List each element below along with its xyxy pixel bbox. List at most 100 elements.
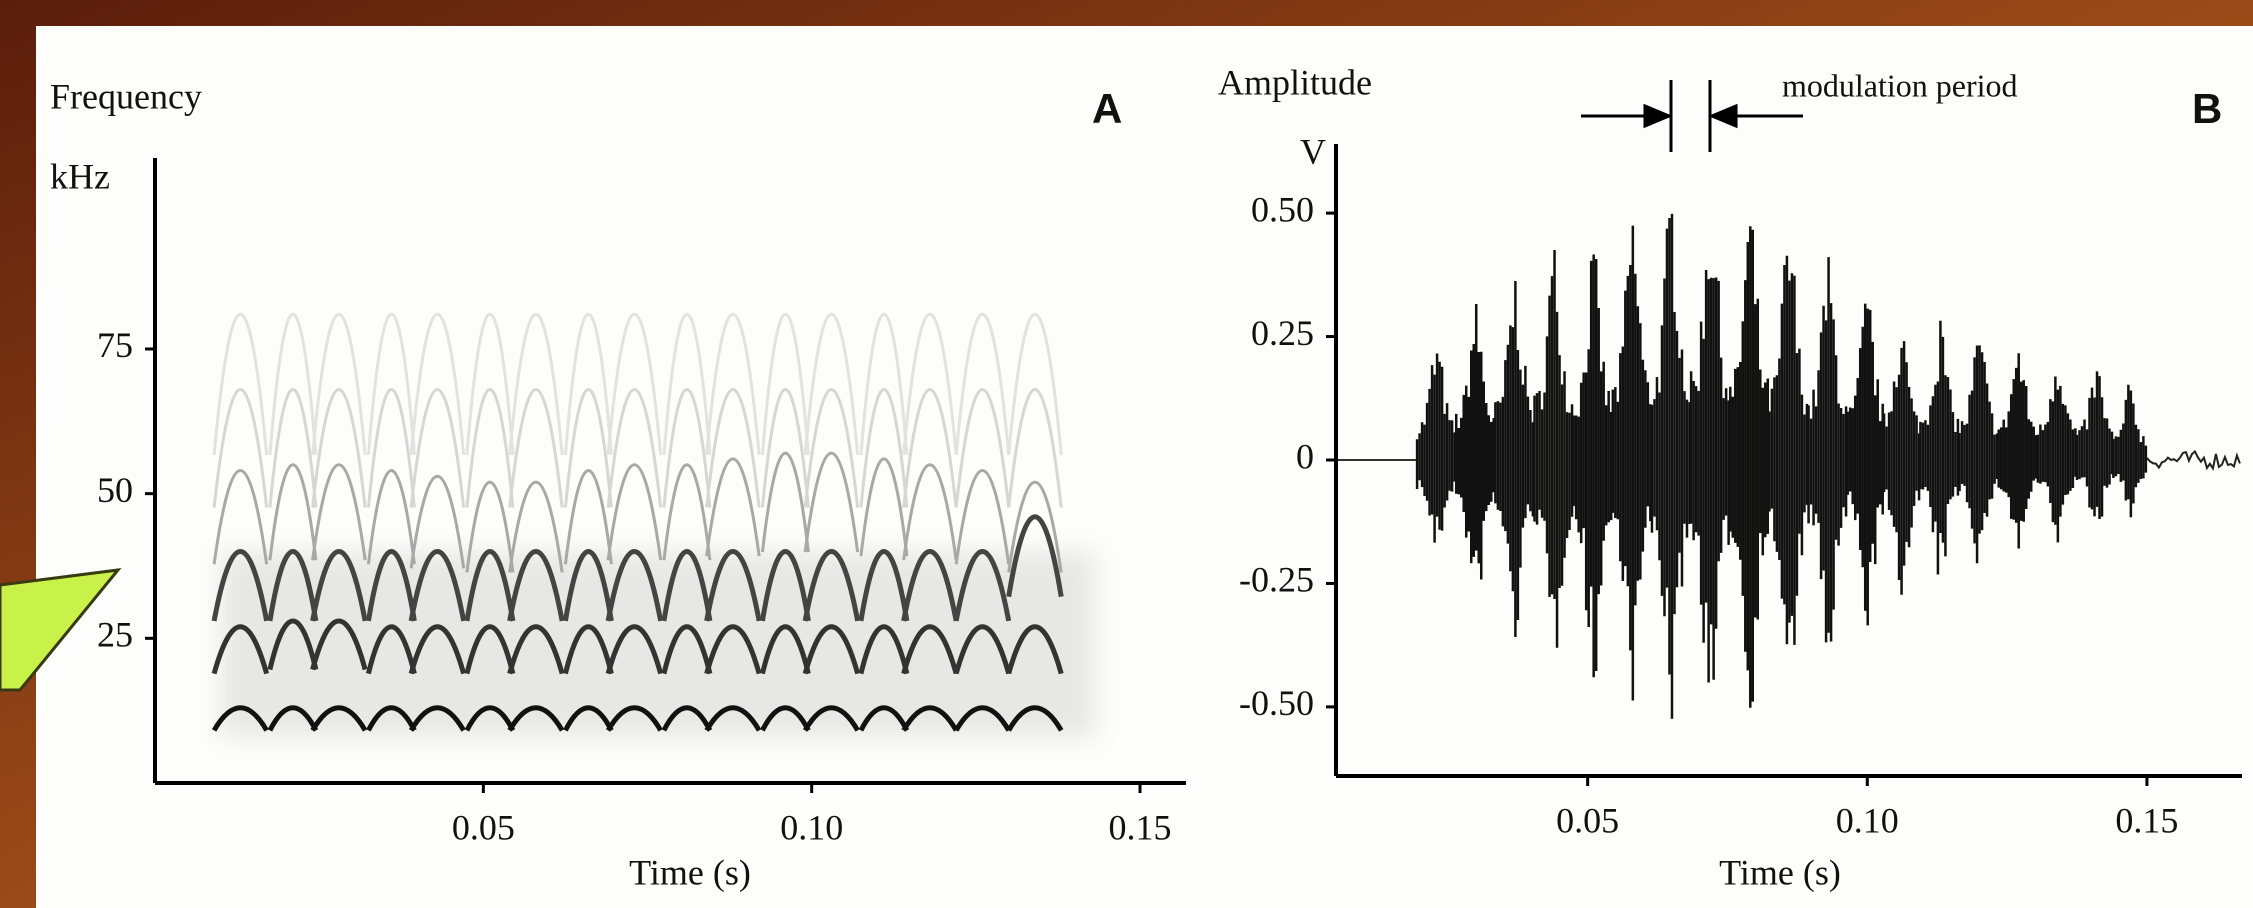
harmonic-arch [310,618,368,671]
pointer-arrow [0,568,122,692]
harmonic-arch [311,463,367,561]
harmonic-arch [366,312,416,455]
x-tick-label: 0.15 [1109,807,1172,847]
harmonic-arch [661,549,713,622]
y-axis-label: Amplitude [1218,62,1372,102]
harmonic-arch [562,549,614,622]
harmonic-arch [859,312,909,455]
harmonic-arch [902,463,958,561]
harmonic-arch [563,388,613,508]
y-axis-unit: kHz [50,156,110,196]
harmonic-arch [859,388,909,508]
harmonic-arch [507,705,565,732]
harmonic-arch [901,624,959,675]
harmonic-arch [858,705,910,732]
harmonic-arch [759,549,811,622]
harmonic-arch [953,624,1012,675]
annotation: modulation period [1782,67,2018,103]
harmonic-arch [408,624,467,675]
harmonic-arch [465,388,515,508]
harmonic-arch [465,312,515,455]
harmonic-arch [409,475,466,569]
harmonic-arch [1007,480,1063,573]
harmonic-arch [662,388,712,508]
harmonic-arch [705,312,761,456]
harmonic-arch [366,469,416,565]
harmonic-arch [662,463,712,561]
harmonic-arch [1007,388,1063,508]
harmonic-arch [508,480,564,573]
harmonic-arch [662,312,712,455]
y-tick-label: 50 [97,470,133,510]
panel-label: A [1092,85,1122,132]
harmonic-arch [858,549,910,622]
harmonic-arch [464,705,516,732]
harmonic-arch [605,705,663,732]
harmonic-arch [954,388,1011,508]
harmonic-arch [464,624,516,675]
harmonic-arch [211,705,269,732]
harmonic-arch [268,463,318,561]
harmonic-arch [1007,312,1063,456]
harmonic-arch [310,705,368,732]
harmonic-arch [311,312,367,456]
harmonic-arch [803,312,860,456]
harmonic-arch [902,312,958,456]
harmonic-arch [802,549,861,622]
harmonic-arch [704,705,762,732]
pulse [1572,254,1613,678]
harmonic-arch [409,388,466,508]
harmonic-arch [901,549,959,622]
harmonic-arch [268,388,318,508]
harmonic-arch [704,624,762,675]
harmonic-arch [508,388,564,508]
harmonic-arch [760,388,810,508]
harmonic-arch [507,624,565,675]
harmonic-arch [563,469,613,565]
pulse [1997,353,2038,549]
harmonic-arch [661,624,713,675]
pulse [1611,225,1652,701]
harmonic-arch [212,388,269,508]
harmonic-arch [760,624,811,675]
harmonic-arch [563,312,613,455]
harmonic-arch [212,469,269,565]
harmonic-arch [212,312,269,456]
harmonic-arch [1006,705,1064,732]
pulse [1454,303,1495,580]
harmonic-arch [954,312,1011,456]
harmonic-arch [408,705,466,732]
harmonic-arch [1006,514,1064,598]
harmonic-arch [760,312,810,455]
x-tick-label: 0.15 [2115,800,2178,840]
y-tick-label: -0.25 [1239,560,1314,600]
harmonic-arch [802,624,861,675]
harmonic-arch [661,705,713,732]
y-tick-label: 0.50 [1251,189,1314,229]
harmonic-arch [606,312,663,456]
x-axis-label: Time (s) [1719,852,1841,892]
pulse [1807,257,1848,643]
harmonic-arch [606,463,663,561]
pulse [1415,353,1456,543]
harmonic-arch [365,624,417,675]
harmonic-arch [803,451,860,553]
harmonic-arch [859,457,909,557]
y-tick-label: 75 [97,325,133,365]
harmonic-arch [563,705,614,732]
y-tick-label: -0.50 [1239,683,1314,723]
y-tick-label: 0 [1296,436,1314,476]
tail-noise [2146,449,2241,471]
x-axis-label: Time (s) [629,852,751,892]
harmonic-arch [267,618,319,671]
arrow-head [1708,103,1738,129]
pulse [1729,226,1770,708]
pulse [1533,249,1574,648]
harmonic-arch [760,705,811,732]
pulse [2112,384,2148,518]
modulation-arrows [1581,80,1803,152]
x-tick-label: 0.05 [452,807,515,847]
pulse [1650,213,1691,719]
pulse [1919,320,1960,575]
